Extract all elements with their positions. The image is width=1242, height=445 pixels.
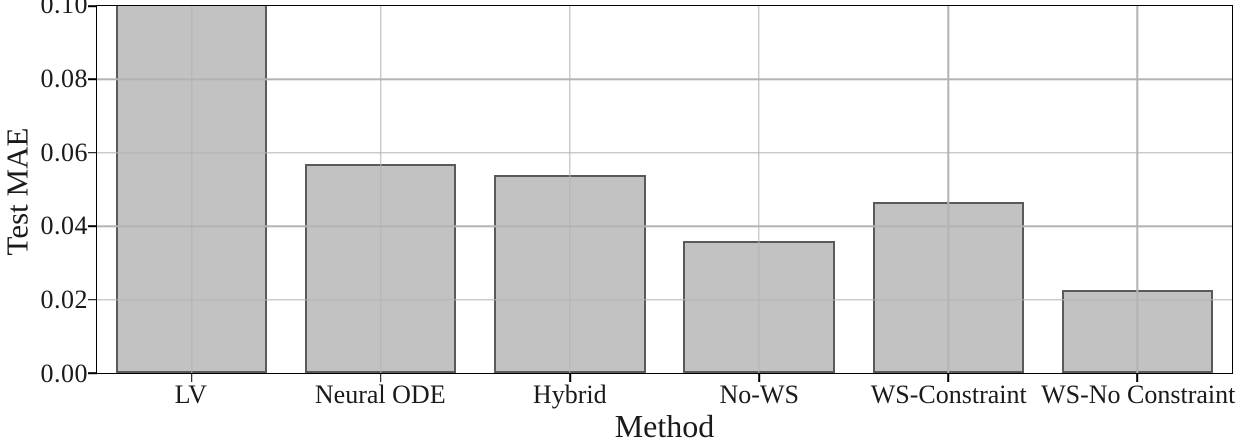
horizontal-gridline [97,152,1232,154]
x-tick-label: No-WS [719,380,799,409]
x-tick-mark [1136,373,1139,382]
x-tick-mark [569,373,571,382]
y-tick-mark [88,152,97,154]
vertical-gridline [380,6,382,373]
y-tick-mark [88,225,97,227]
vertical-gridline [1136,6,1139,373]
vertical-gridline [947,6,949,373]
y-tick-mark [88,298,97,301]
y-tick-mark [88,372,97,374]
x-tick-labels: LV Neural ODE Hybrid No-WS WS-Constraint WS-N… [96,380,1236,413]
x-tick-label: WS-Constraint [870,380,1027,409]
x-axis-title: Method [614,408,715,444]
y-tick-label: 0.08 [40,63,88,93]
y-tick-mark [88,5,97,7]
x-tick-label: LV [174,380,207,409]
y-tick-label: 0.10 [40,0,88,19]
x-tick-label: Hybrid [532,380,607,409]
x-tick-mark [758,373,760,382]
x-tick-mark [947,373,950,382]
y-tick-labels: 0.00 0.02 0.04 0.06 0.08 0.10 [0,0,88,387]
x-tick-mark [379,373,382,382]
y-tick-mark [88,78,97,81]
x-tick-label: WS-No Constraint [1041,380,1236,409]
vertical-gridline [569,6,571,373]
x-tick-mark [190,373,193,382]
y-tick-label: 0.04 [40,211,88,241]
vertical-gridline [190,6,193,373]
horizontal-gridline [97,298,1232,301]
y-tick-label: 0.06 [40,137,88,167]
x-tick-label: Neural ODE [314,380,446,409]
y-tick-label: 0.00 [40,359,88,388]
horizontal-gridline [97,225,1232,227]
y-tick-label: 0.02 [40,285,88,315]
horizontal-gridline [97,78,1232,81]
vertical-gridline [758,6,760,373]
plot-area [88,5,1233,382]
